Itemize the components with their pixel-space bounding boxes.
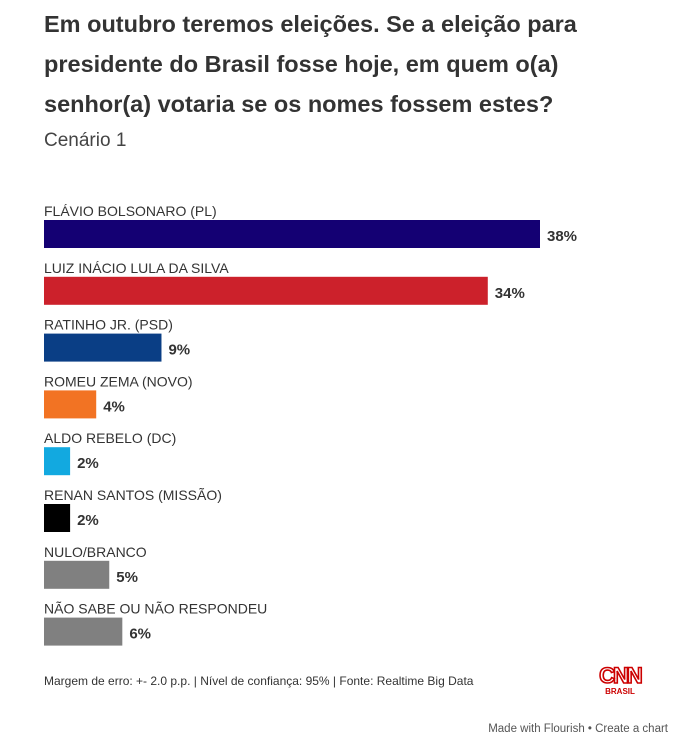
value-label: 38% bbox=[547, 228, 577, 245]
category-label: FLÁVIO BOLSONARO (PL) bbox=[44, 203, 217, 219]
bar bbox=[44, 504, 71, 532]
bar-chart: FLÁVIO BOLSONARO (PL) 38% LUIZ INÁCIO LULA… bbox=[44, 203, 577, 646]
value-label: 2% bbox=[77, 512, 99, 529]
category-label: LUIZ INÁCIO LULA DA SILVA bbox=[44, 260, 229, 276]
value-label: 9% bbox=[168, 342, 190, 359]
chart-title: Em outubro teremos eleições. Se a eleiçã… bbox=[44, 11, 577, 117]
value-label: 6% bbox=[129, 626, 151, 643]
category-label: ROMEU ZEMA (NOVO) bbox=[44, 373, 193, 389]
value-label: 2% bbox=[77, 455, 99, 472]
footer-note: Margem de erro: +- 2.0 p.p. | Nível de c… bbox=[44, 674, 474, 688]
category-label: ALDO REBELO (DC) bbox=[44, 430, 176, 446]
svg-text:BRASIL: BRASIL bbox=[605, 687, 635, 696]
value-label: 34% bbox=[495, 285, 525, 302]
bar bbox=[44, 333, 162, 362]
bar bbox=[44, 276, 488, 305]
chart-subtitle: Cenário 1 bbox=[44, 130, 127, 151]
svg-text:CNN: CNN bbox=[599, 663, 642, 688]
category-label: NULO/BRANCO bbox=[44, 544, 147, 560]
value-label: 5% bbox=[116, 569, 138, 586]
flourish-credit-link[interactable]: Made with Flourish • Create a chart bbox=[488, 723, 668, 735]
bar bbox=[44, 220, 540, 248]
bar bbox=[44, 560, 110, 589]
bar bbox=[44, 447, 71, 476]
category-label: NÃO SABE OU NÃO RESPONDEU bbox=[44, 601, 267, 617]
cnn-brasil-logo: CNN BRASIL bbox=[598, 663, 644, 696]
category-label: RENAN SANTOS (MISSÃO) bbox=[44, 487, 222, 503]
value-label: 4% bbox=[103, 398, 125, 415]
bar bbox=[44, 390, 97, 419]
bar bbox=[44, 617, 123, 646]
category-label: RATINHO JR. (PSD) bbox=[44, 317, 173, 333]
